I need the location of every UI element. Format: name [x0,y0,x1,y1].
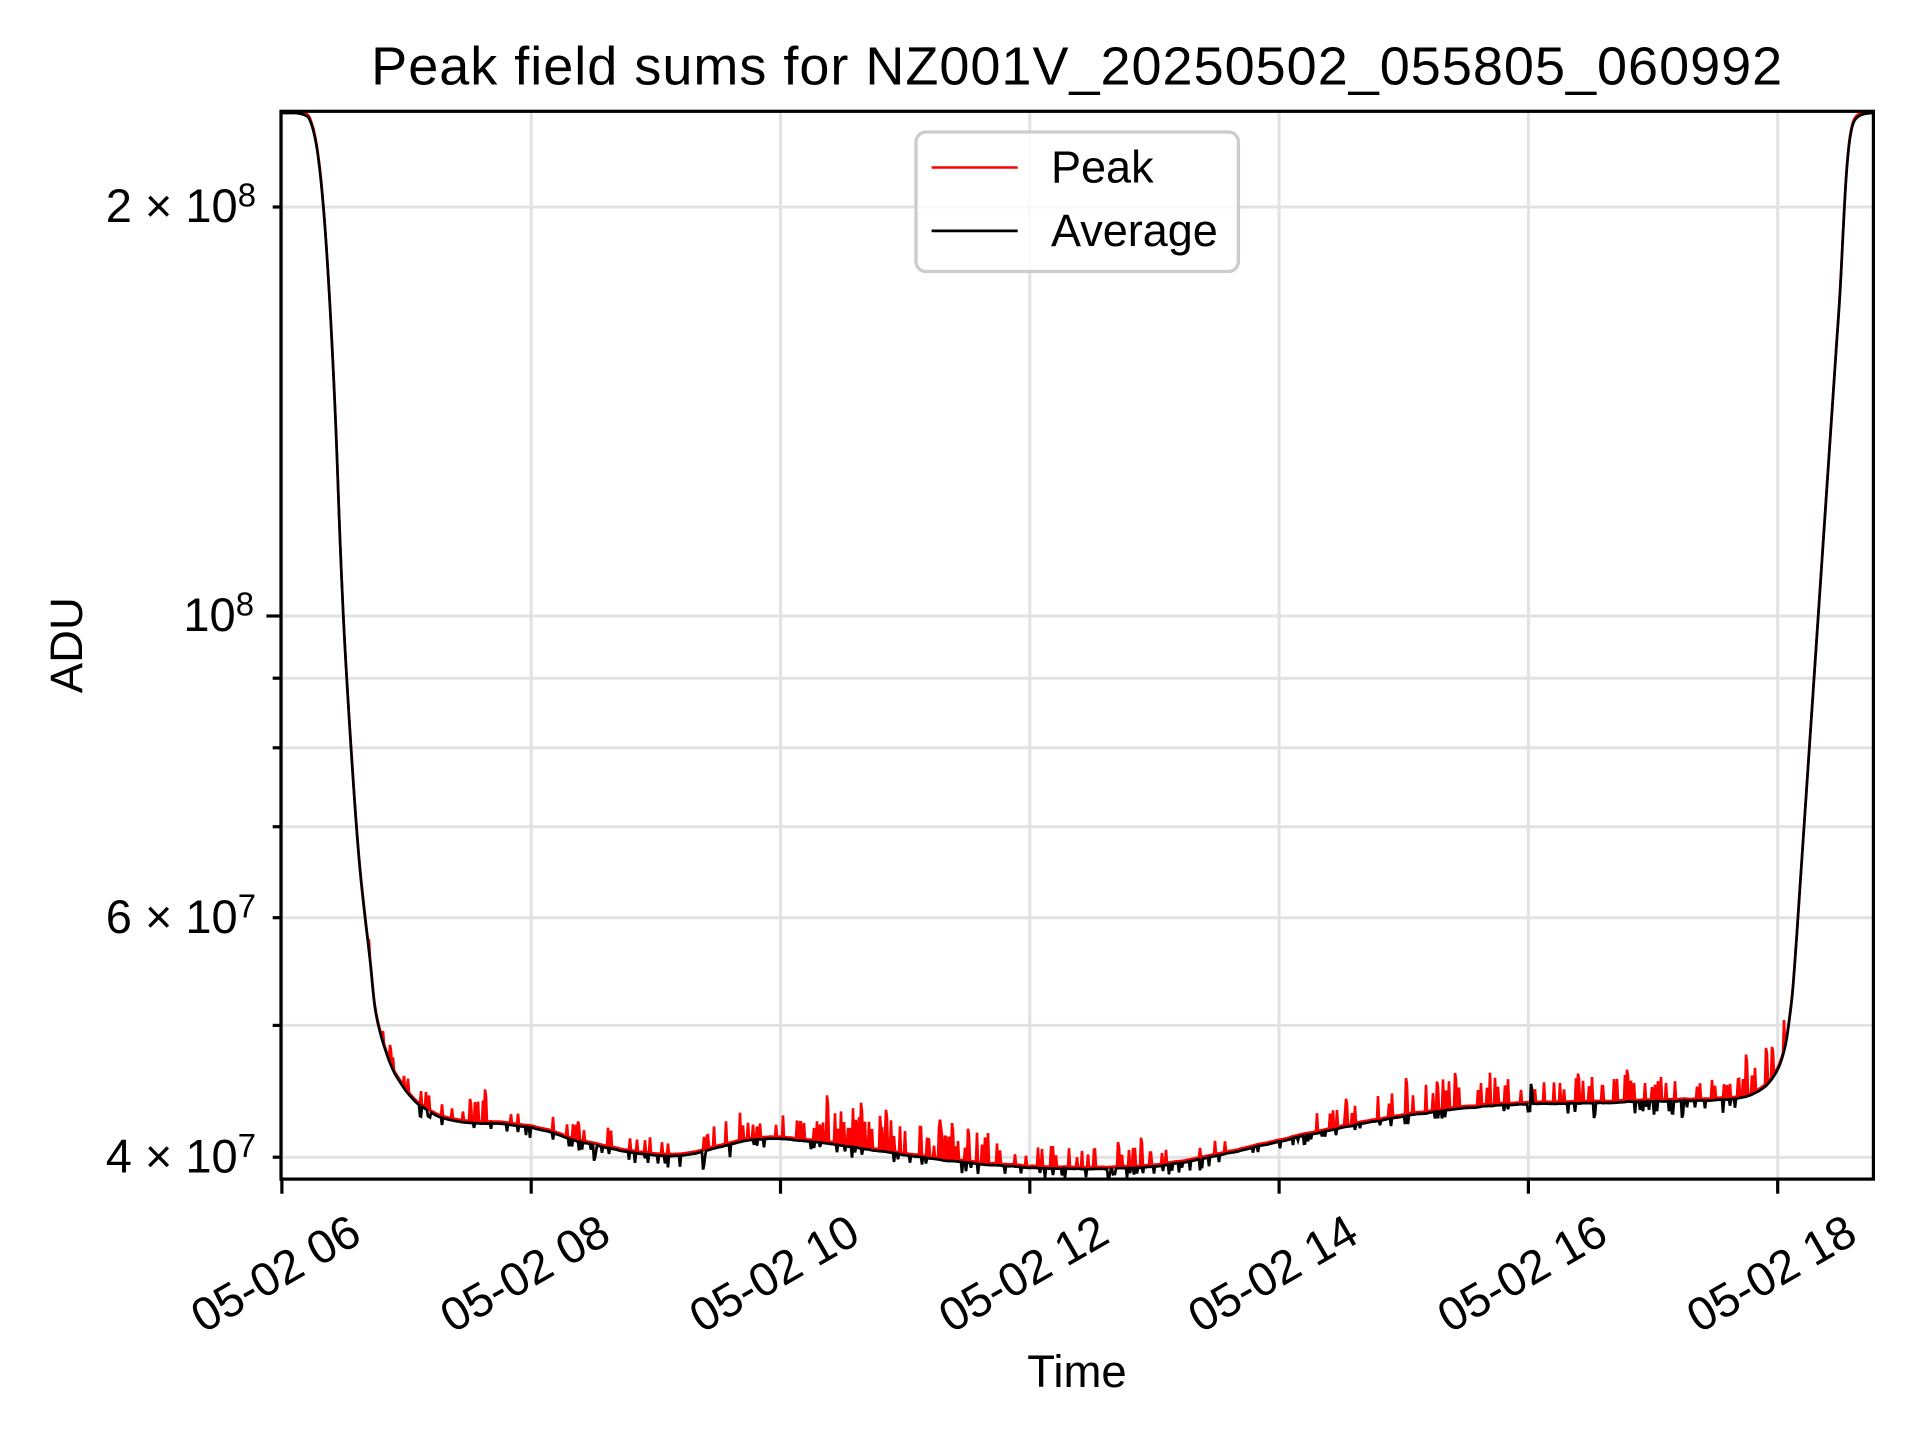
svg-text:ADU: ADU [41,597,92,693]
svg-text:6 × 107: 6 × 107 [106,887,256,943]
svg-text:4 × 107: 4 × 107 [106,1127,256,1183]
svg-text:2 × 108: 2 × 108 [106,177,256,233]
svg-text:Time: Time [1027,1346,1126,1397]
svg-text:Peak: Peak [1051,142,1154,193]
svg-text:Average: Average [1051,205,1218,256]
svg-text:Peak field sums for NZ001V_202: Peak field sums for NZ001V_20250502_0558… [371,37,1783,97]
